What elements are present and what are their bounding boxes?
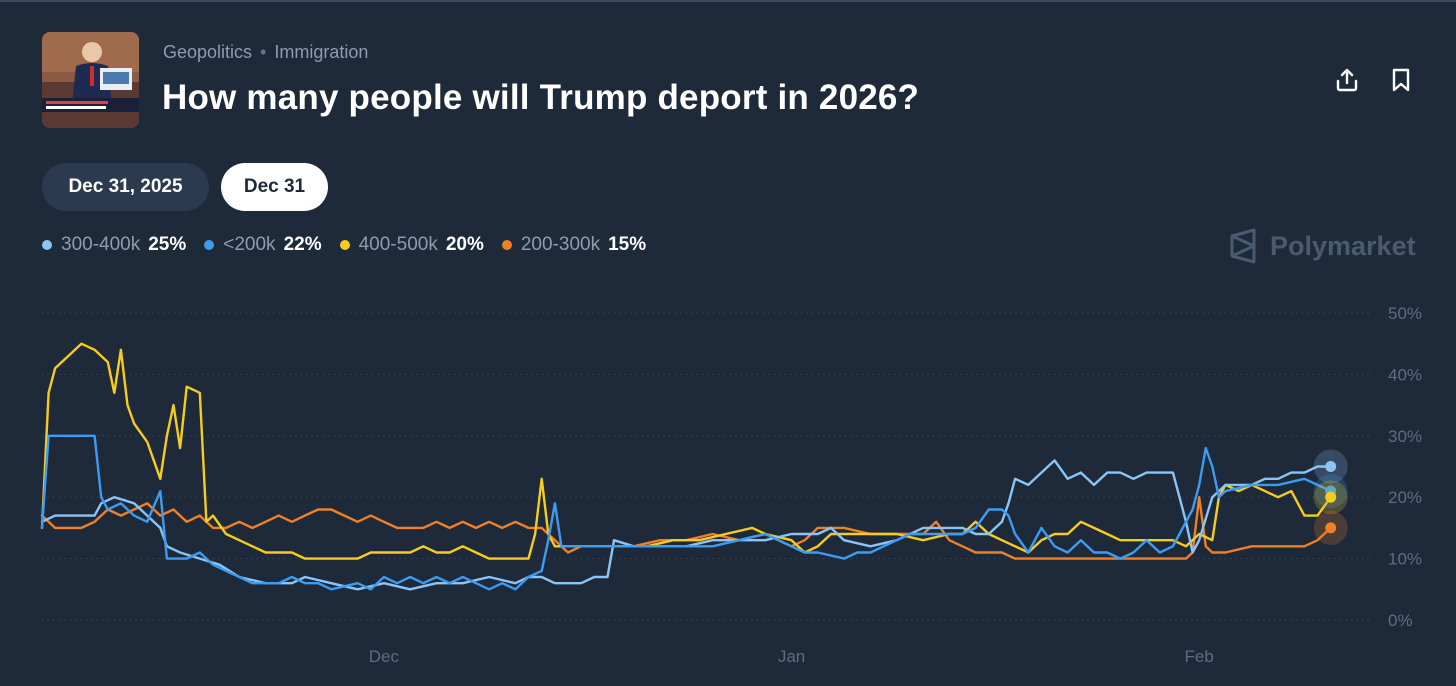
legend-label: 400-500k	[358, 234, 438, 255]
breadcrumb-separator: •	[260, 42, 267, 62]
top-divider	[0, 0, 1456, 2]
polymarket-icon	[1230, 228, 1256, 264]
legend-dot-400-500k	[339, 240, 350, 250]
y-tick-label: 50%	[1388, 304, 1422, 323]
end-marker-400-500k	[1325, 491, 1337, 503]
chart-legend: 300-400k 25% <200k 22% 400-500k 20% 200-…	[42, 234, 664, 256]
series-line-400-500k	[40, 342, 1332, 560]
legend-item-300-400k[interactable]: 300-400k 25%	[42, 234, 186, 256]
legend-dot-300-400k	[42, 240, 52, 250]
date-tab-dec-31-2025[interactable]: Dec 31, 2025	[42, 163, 209, 211]
legend-item-400-500k[interactable]: 400-500k 20%	[339, 234, 484, 256]
breadcrumb: Geopolitics • Immigration	[163, 42, 368, 63]
y-tick-label: 0%	[1388, 611, 1413, 630]
legend-dot-200-300k	[501, 240, 512, 250]
legend-label: 300-400k	[61, 234, 141, 255]
end-marker-200-300k	[1325, 522, 1337, 534]
legend-value: 20%	[445, 234, 484, 255]
legend-dot-under-200k	[204, 240, 215, 250]
legend-value: 15%	[608, 234, 647, 255]
price-history-chart[interactable]: 0% 10% 20% 30% 40% 50% Dec Jan Feb	[0, 290, 1456, 686]
share-button[interactable]	[1333, 66, 1361, 94]
y-tick-label: 30%	[1388, 427, 1422, 446]
series-line-200-300k	[40, 496, 1332, 560]
share-icon	[1336, 68, 1358, 92]
x-tick-label: Dec	[369, 647, 400, 666]
legend-value: 22%	[283, 234, 322, 255]
x-tick-label: Jan	[778, 647, 805, 666]
legend-label: 200-300k	[520, 234, 601, 255]
series-line-<200k	[40, 434, 1332, 591]
market-thumbnail-image	[42, 32, 139, 128]
category-link[interactable]: Geopolitics	[163, 42, 253, 62]
y-tick-label: 20%	[1388, 488, 1422, 507]
market-thumbnail	[42, 32, 139, 128]
page-title: How many people will Trump deport in 202…	[162, 78, 920, 117]
brand-name: Polymarket	[1270, 230, 1416, 261]
end-marker-300-400k	[1325, 461, 1337, 472]
date-tab-dec-31[interactable]: Dec 31	[221, 163, 328, 211]
x-tick-label: Feb	[1185, 647, 1214, 666]
bookmark-icon	[1392, 68, 1410, 92]
y-tick-label: 40%	[1388, 365, 1422, 384]
series-line-300-400k	[40, 459, 1332, 591]
y-tick-label: 10%	[1388, 550, 1422, 569]
polymarket-logo: Polymarket	[1228, 228, 1416, 264]
bookmark-button[interactable]	[1387, 66, 1415, 94]
legend-value: 25%	[148, 234, 187, 255]
legend-item-under-200k[interactable]: <200k 22%	[204, 234, 322, 256]
subcategory-link[interactable]: Immigration	[274, 42, 369, 62]
legend-label: <200k	[223, 234, 276, 255]
legend-item-200-300k[interactable]: 200-300k 15%	[501, 234, 647, 256]
